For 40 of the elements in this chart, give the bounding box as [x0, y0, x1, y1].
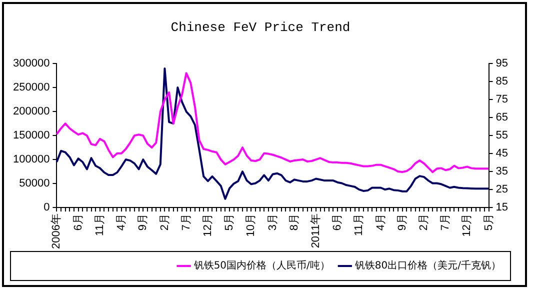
x-tick-label: 2月: [158, 214, 171, 231]
legend-label: 钒铁50国内价格（人民币/吨）: [192, 260, 330, 272]
x-tick-label: 5月: [482, 214, 495, 231]
y2-tick-label: 75: [496, 94, 508, 106]
y2-tick-label: 85: [496, 76, 508, 88]
x-tick-label: 12月: [461, 214, 474, 237]
x-tick-label: 8月: [288, 214, 300, 231]
x-tick-label: 4月: [116, 214, 128, 231]
y-tick-label: 200000: [12, 106, 50, 118]
x-tick-label: 11月: [94, 214, 106, 236]
x-tick-label: 7月: [440, 214, 452, 231]
y2-tick-label: 15: [496, 202, 508, 214]
y2-tick-label: 35: [496, 166, 508, 178]
y-tick-label: 0: [44, 202, 50, 214]
y2-tick-label: 25: [496, 184, 508, 196]
x-tick-label: 11月: [353, 214, 366, 236]
y-tick-label: 100000: [12, 154, 50, 166]
x-tick-label: 9月: [396, 214, 408, 231]
y2-tick-label: 55: [496, 130, 508, 142]
chart-title: Chinese FeV Price Trend: [170, 20, 350, 36]
x-tick-label: 9月: [137, 214, 150, 231]
y-tick-label: 150000: [12, 130, 50, 142]
y-tick-label: 50000: [19, 178, 50, 190]
x-tick-label: 6月: [332, 214, 344, 231]
x-tick-label: 3月: [266, 214, 279, 231]
x-tick-label: 2006年: [50, 214, 63, 250]
x-tick-label: 2011年: [310, 214, 322, 248]
x-tick-label: 2月: [418, 214, 430, 231]
y-tick-label: 300000: [12, 58, 50, 70]
y2-tick-label: 65: [496, 112, 508, 124]
legend-label: 钒铁80出口价格（美元/千克钒）: [354, 260, 501, 272]
x-tick-label: 12月: [202, 214, 214, 237]
y2-tick-label: 95: [496, 58, 508, 70]
x-tick-label: 6月: [72, 214, 84, 231]
x-tick-label: 4月: [374, 214, 387, 231]
x-tick-label: 10月: [245, 214, 258, 237]
y-tick-label: 250000: [12, 82, 50, 94]
x-tick-label: 5月: [224, 214, 236, 231]
x-tick-label: 7月: [180, 214, 192, 231]
y2-tick-label: 45: [496, 148, 508, 160]
